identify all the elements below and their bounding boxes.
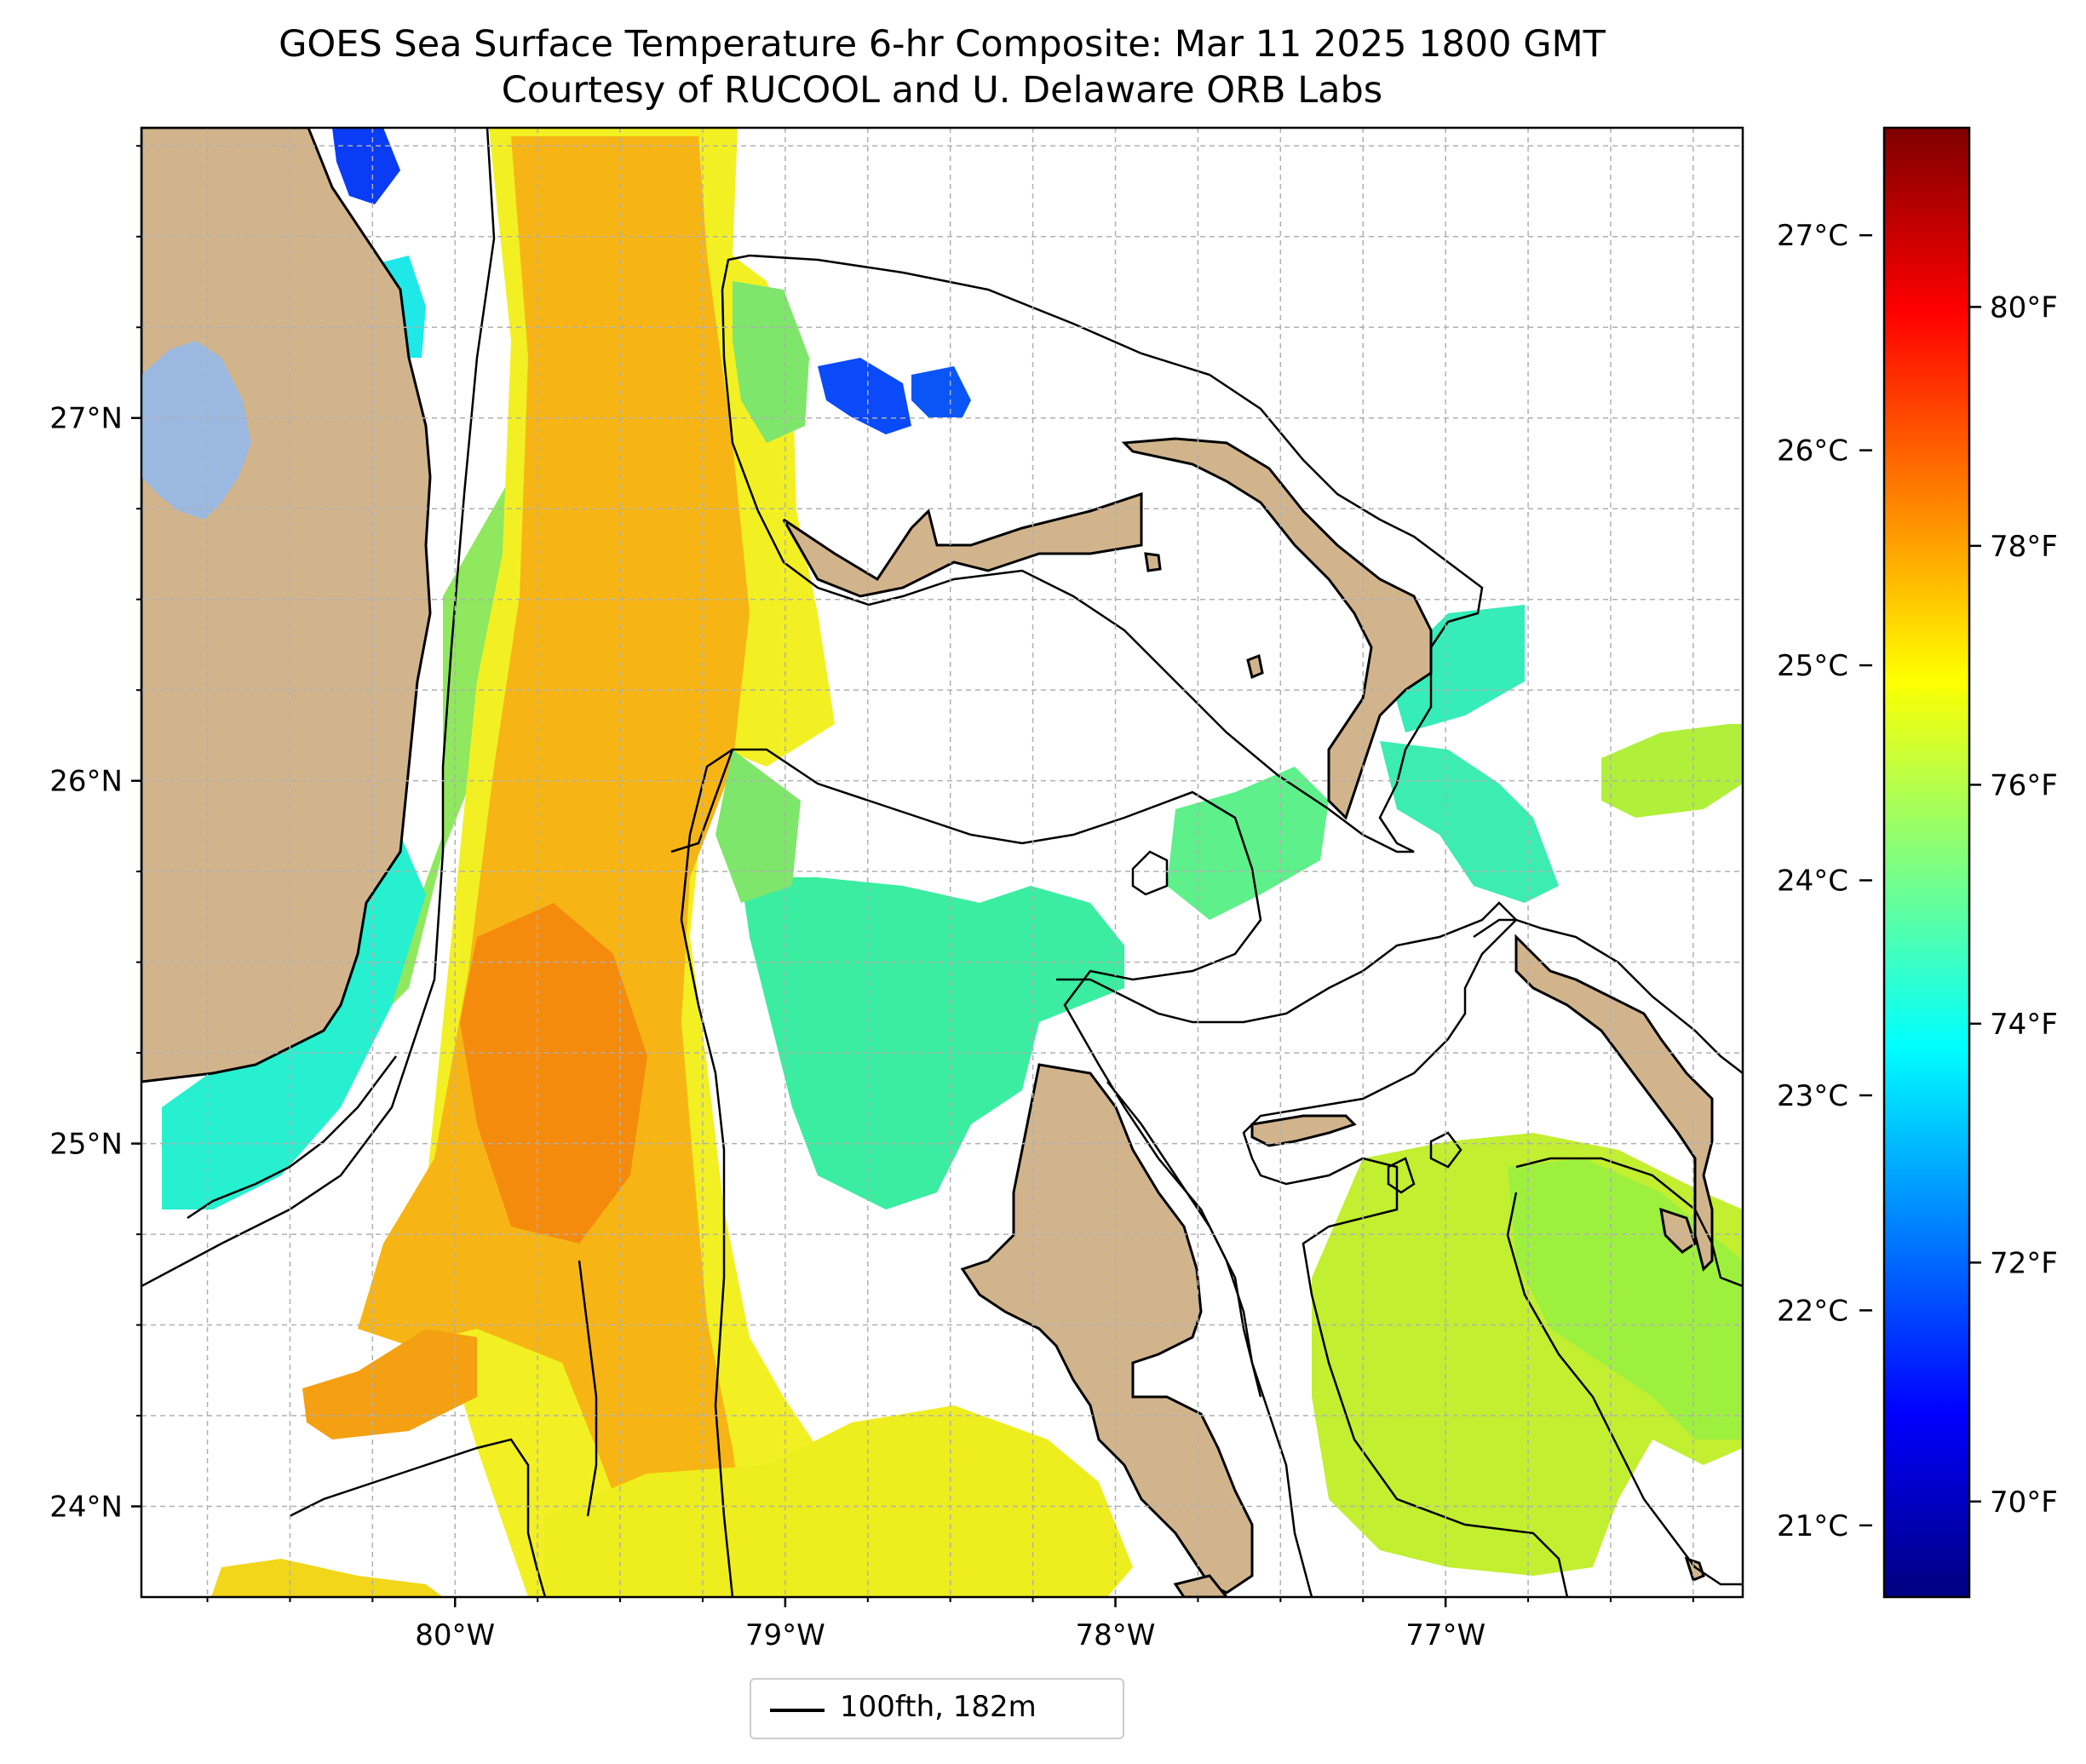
sst-abaco-blue-patch-2 bbox=[911, 366, 971, 417]
sst-east-lime-patch bbox=[1601, 724, 1743, 818]
gridlines bbox=[141, 128, 1743, 1597]
sst-gulf-stream-west-band bbox=[375, 477, 520, 1022]
exuma-south-cay bbox=[1684, 1556, 1705, 1583]
sst-bahamas-north-green bbox=[733, 281, 809, 443]
contour-abaco-loop-1 bbox=[1131, 850, 1169, 896]
sst-abaco-blue-patch bbox=[818, 358, 911, 434]
contour-exuma-loop bbox=[1387, 1157, 1416, 1194]
fahrenheit-tick-label: 72°F bbox=[1990, 1246, 2058, 1280]
legend-line-swatch bbox=[770, 1709, 825, 1712]
sst-warm-core-dark-orange bbox=[460, 903, 647, 1244]
contour-little-bahama-bank bbox=[721, 254, 1484, 853]
celsius-tick-label: 23°C bbox=[1777, 1079, 1848, 1113]
celsius-tick-label: 22°C bbox=[1777, 1294, 1848, 1328]
map-plot-area bbox=[141, 128, 1743, 1597]
colorbar: 21°C 22°C 23°C 24°C 25°C 26°C 27°C 70°F 72°F 74°… bbox=[1777, 126, 2058, 1599]
sst-florida-north-blue bbox=[332, 128, 400, 204]
legend-label: 100fth, 182m bbox=[840, 1690, 1037, 1724]
new-providence-island bbox=[1250, 1114, 1357, 1147]
sst-central-light-green bbox=[715, 750, 801, 903]
y-axis: 24°N 25°N 26°N 27°N bbox=[49, 145, 141, 1525]
exuma-cay bbox=[1659, 1207, 1697, 1254]
fahrenheit-tick-label: 78°F bbox=[1990, 530, 2058, 564]
y-tick-label: 25°N bbox=[49, 1128, 123, 1162]
sst-eleuthera-south-cyan bbox=[1380, 741, 1559, 903]
contour-great-bahama-bank bbox=[670, 748, 1313, 1597]
contour-andros-east-shelf bbox=[1106, 1081, 1262, 1398]
x-tick-label: 80°W bbox=[415, 1618, 495, 1652]
x-tick-label: 77°W bbox=[1405, 1618, 1485, 1652]
celsius-tick-label: 21°C bbox=[1777, 1509, 1848, 1543]
sst-central-green bbox=[741, 877, 1124, 1210]
contour-florida-inner bbox=[187, 1055, 397, 1220]
celsius-tick-label: 26°C bbox=[1777, 434, 1848, 468]
abaco-southwest-cay bbox=[1246, 653, 1264, 680]
sst-southwest-orange-patch bbox=[302, 1329, 477, 1439]
map-title: GOES Sea Surface Temperature 6-hr Compos… bbox=[279, 23, 1606, 66]
sst-south-yellow-band bbox=[545, 1405, 1133, 1597]
abaco-small-cay bbox=[1144, 552, 1162, 572]
y-tick-label: 26°N bbox=[49, 765, 123, 799]
contour-exuma-inner bbox=[1506, 1192, 1743, 1586]
land-masses bbox=[141, 128, 1714, 1597]
lake-okeechobee bbox=[141, 341, 251, 520]
andros-south-cay bbox=[1173, 1574, 1228, 1597]
celsius-tick-label: 25°C bbox=[1777, 649, 1848, 683]
grand-bahama-island bbox=[782, 491, 1143, 598]
celsius-tick-label: 27°C bbox=[1777, 219, 1848, 253]
contour-south-central bbox=[578, 1260, 598, 1517]
eleuthera-island bbox=[1514, 934, 1714, 1272]
fahrenheit-tick-label: 70°F bbox=[1990, 1485, 2058, 1520]
legend: 100fth, 182m bbox=[750, 1678, 1124, 1739]
fahrenheit-tick-label: 74°F bbox=[1990, 1008, 2058, 1042]
y-tick-label: 27°N bbox=[49, 402, 123, 436]
colorbar-fahrenheit-ticks: 70°F 72°F 74°F 76°F 78°F 80°F bbox=[1969, 290, 2058, 1520]
celsius-tick-label: 24°C bbox=[1777, 865, 1848, 899]
x-axis: 80°W 79°W 78°W 77°W bbox=[206, 1597, 1694, 1652]
x-tick-label: 79°W bbox=[745, 1618, 825, 1652]
depth-contours-100fth bbox=[141, 128, 1743, 1597]
sst-andros-north-green bbox=[1167, 767, 1329, 920]
map-subtitle: Courtesy of RUCOOL and U. Delaware ORB L… bbox=[501, 69, 1383, 112]
map-frame bbox=[140, 126, 1744, 1599]
colorbar-celsius-ticks: 21°C 22°C 23°C 24°C 25°C 26°C 27°C bbox=[1777, 219, 1872, 1543]
fahrenheit-tick-label: 80°F bbox=[1990, 290, 2058, 325]
y-tick-label: 24°N bbox=[49, 1491, 123, 1525]
contour-eleuthera-outer bbox=[1473, 918, 1743, 1074]
great-abaco-island bbox=[1121, 437, 1433, 820]
sst-eleuthera-cyan bbox=[1388, 605, 1525, 733]
contour-exuma-sound bbox=[1515, 1157, 1743, 1288]
contour-southwest-ridge bbox=[289, 1438, 547, 1597]
sst-southwest-yellow-strip bbox=[211, 1559, 443, 1597]
colorbar-gradient bbox=[1882, 126, 1971, 1599]
sst-fields bbox=[162, 128, 1743, 1597]
contour-tongue-of-ocean bbox=[1056, 901, 1569, 1597]
sst-gulf-stream-core-orange bbox=[358, 136, 750, 1584]
fahrenheit-tick-label: 76°F bbox=[1990, 768, 2058, 802]
x-tick-label: 78°W bbox=[1076, 1618, 1156, 1652]
contour-straits-east bbox=[680, 748, 734, 1597]
